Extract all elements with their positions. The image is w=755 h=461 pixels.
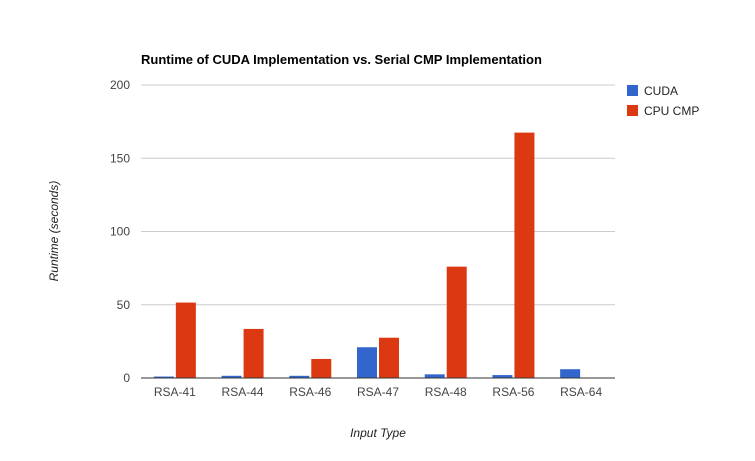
bar-cuda-rsa-44 <box>221 375 242 378</box>
x-axis-ticks: RSA-41 RSA-44 RSA-46 RSA-47 RSA-48 RSA-56 RSA-… <box>154 385 603 399</box>
legend-swatch <box>627 85 638 96</box>
x-tick-label: RSA-56 <box>492 385 534 399</box>
bar-cuda-rsa-56 <box>492 375 513 378</box>
bar-cuda-rsa-64 <box>560 369 581 378</box>
bar-cpu-cmp-rsa-46 <box>311 358 332 378</box>
chart-title: Runtime of CUDA Implementation vs. Seria… <box>141 52 542 67</box>
bars <box>153 132 581 378</box>
legend-label: CPU CMP <box>644 104 699 118</box>
legend-swatch <box>627 105 638 116</box>
legend-label: CUDA <box>644 84 678 98</box>
bar-cpu-cmp-rsa-44 <box>243 328 264 378</box>
bar-cuda-rsa-46 <box>289 375 310 378</box>
y-axis-label: Runtime (seconds) <box>47 181 61 282</box>
y-tick-label: 0 <box>123 371 130 385</box>
bar-cpu-cmp-rsa-41 <box>175 302 196 378</box>
bar-cpu-cmp-rsa-47 <box>379 337 399 378</box>
bar-cuda-rsa-48 <box>424 374 445 378</box>
y-tick-label: 50 <box>117 298 131 312</box>
bar-cpu-cmp-rsa-48 <box>446 266 467 378</box>
x-tick-label: RSA-44 <box>222 385 264 399</box>
x-tick-label: RSA-47 <box>357 385 399 399</box>
y-tick-label: 200 <box>110 78 130 92</box>
bar-cpu-cmp-rsa-56 <box>514 132 535 378</box>
bar-cuda-rsa-47 <box>357 347 377 378</box>
x-tick-label: RSA-64 <box>560 385 602 399</box>
gridlines <box>141 84 615 306</box>
x-tick-label: RSA-41 <box>154 385 196 399</box>
y-tick-label: 150 <box>110 151 130 165</box>
y-axis-ticks: 0 50 100 150 200 <box>110 78 130 385</box>
x-axis-label: Input Type <box>350 426 406 440</box>
x-tick-label: RSA-48 <box>425 385 467 399</box>
bar-cuda-rsa-41 <box>153 376 174 378</box>
x-tick-label: RSA-46 <box>289 385 331 399</box>
y-tick-label: 100 <box>110 225 130 239</box>
legend: CUDA CPU CMP <box>627 84 699 118</box>
